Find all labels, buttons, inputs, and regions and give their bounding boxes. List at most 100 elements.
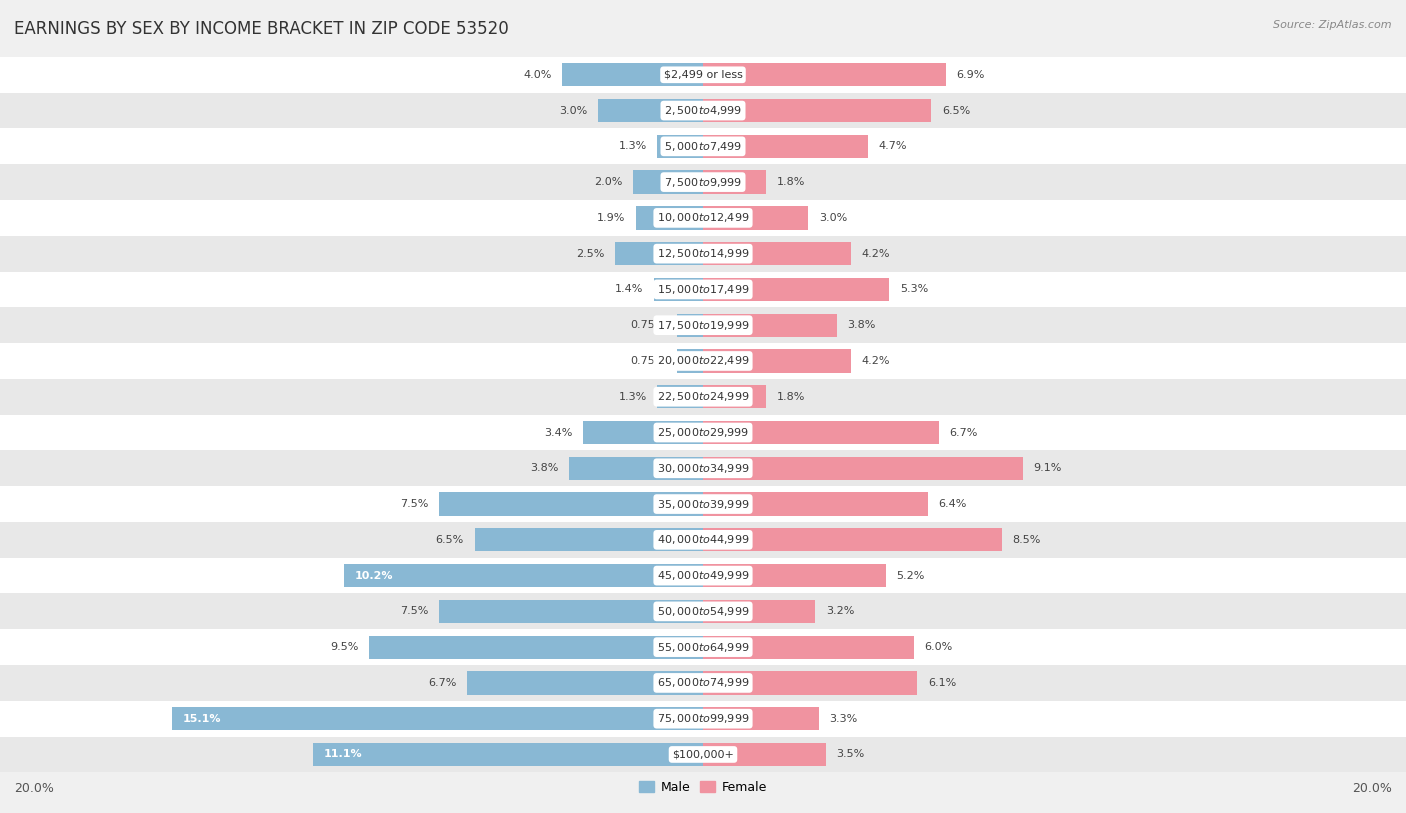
Bar <box>0 450 1406 486</box>
Text: 1.4%: 1.4% <box>614 285 644 294</box>
Text: 3.0%: 3.0% <box>818 213 848 223</box>
Bar <box>0 57 1406 93</box>
Bar <box>703 457 1024 480</box>
Text: $55,000 to $64,999: $55,000 to $64,999 <box>657 641 749 654</box>
Text: 0.75%: 0.75% <box>631 356 666 366</box>
Bar <box>703 314 837 337</box>
Text: 7.5%: 7.5% <box>401 606 429 616</box>
Text: 3.8%: 3.8% <box>530 463 560 473</box>
Bar <box>569 457 703 480</box>
Text: 5.3%: 5.3% <box>900 285 928 294</box>
Bar <box>598 99 703 122</box>
Text: 1.3%: 1.3% <box>619 141 647 151</box>
Bar <box>0 665 1406 701</box>
Bar <box>173 707 703 730</box>
Text: 6.7%: 6.7% <box>949 428 977 437</box>
Bar <box>0 737 1406 772</box>
Bar <box>703 600 815 623</box>
Bar <box>616 242 703 265</box>
Bar <box>703 99 932 122</box>
Bar <box>703 207 808 229</box>
Text: $10,000 to $12,499: $10,000 to $12,499 <box>657 211 749 224</box>
Bar <box>703 421 939 444</box>
Bar <box>703 564 886 587</box>
Text: 6.9%: 6.9% <box>956 70 984 80</box>
Text: 4.0%: 4.0% <box>523 70 551 80</box>
Text: 4.2%: 4.2% <box>860 356 890 366</box>
Text: 4.2%: 4.2% <box>860 249 890 259</box>
Text: 6.5%: 6.5% <box>436 535 464 545</box>
Bar <box>0 164 1406 200</box>
Text: 9.1%: 9.1% <box>1033 463 1062 473</box>
Bar <box>467 672 703 694</box>
Text: 3.2%: 3.2% <box>827 606 855 616</box>
Text: 2.5%: 2.5% <box>576 249 605 259</box>
Bar <box>314 743 703 766</box>
Bar <box>368 636 703 659</box>
Text: $5,000 to $7,499: $5,000 to $7,499 <box>664 140 742 153</box>
Bar <box>0 128 1406 164</box>
Bar <box>439 493 703 515</box>
Bar <box>0 629 1406 665</box>
Text: $40,000 to $44,999: $40,000 to $44,999 <box>657 533 749 546</box>
Bar <box>654 278 703 301</box>
Bar <box>0 307 1406 343</box>
Bar <box>703 493 928 515</box>
Text: 6.1%: 6.1% <box>928 678 956 688</box>
Text: 15.1%: 15.1% <box>183 714 221 724</box>
Text: 6.4%: 6.4% <box>939 499 967 509</box>
Text: $7,500 to $9,999: $7,500 to $9,999 <box>664 176 742 189</box>
Text: Source: ZipAtlas.com: Source: ZipAtlas.com <box>1274 20 1392 30</box>
Bar <box>657 135 703 158</box>
Bar <box>676 350 703 372</box>
Bar <box>0 343 1406 379</box>
Bar <box>703 278 889 301</box>
Bar <box>703 171 766 193</box>
Text: 3.5%: 3.5% <box>837 750 865 759</box>
Bar <box>0 272 1406 307</box>
Text: $45,000 to $49,999: $45,000 to $49,999 <box>657 569 749 582</box>
Bar <box>583 421 703 444</box>
Bar <box>562 63 703 86</box>
Text: 1.8%: 1.8% <box>778 392 806 402</box>
Text: $2,500 to $4,999: $2,500 to $4,999 <box>664 104 742 117</box>
Bar <box>657 385 703 408</box>
Bar <box>0 701 1406 737</box>
Text: $22,500 to $24,999: $22,500 to $24,999 <box>657 390 749 403</box>
Bar <box>637 207 703 229</box>
Text: $20,000 to $22,499: $20,000 to $22,499 <box>657 354 749 367</box>
Text: 11.1%: 11.1% <box>323 750 361 759</box>
Text: $100,000+: $100,000+ <box>672 750 734 759</box>
Bar <box>703 385 766 408</box>
Text: 7.5%: 7.5% <box>401 499 429 509</box>
Text: 20.0%: 20.0% <box>1353 782 1392 795</box>
Legend: Male, Female: Male, Female <box>634 776 772 798</box>
Bar <box>703 528 1001 551</box>
Text: $35,000 to $39,999: $35,000 to $39,999 <box>657 498 749 511</box>
Bar <box>0 522 1406 558</box>
Text: 10.2%: 10.2% <box>356 571 394 580</box>
Text: $15,000 to $17,499: $15,000 to $17,499 <box>657 283 749 296</box>
Text: 1.3%: 1.3% <box>619 392 647 402</box>
Text: 4.7%: 4.7% <box>879 141 907 151</box>
Text: 2.0%: 2.0% <box>593 177 621 187</box>
Bar <box>676 314 703 337</box>
Bar <box>0 593 1406 629</box>
Text: 6.0%: 6.0% <box>925 642 953 652</box>
Text: 20.0%: 20.0% <box>14 782 53 795</box>
Bar <box>703 707 818 730</box>
Text: $25,000 to $29,999: $25,000 to $29,999 <box>657 426 749 439</box>
Bar <box>475 528 703 551</box>
Bar <box>0 93 1406 128</box>
Text: 1.8%: 1.8% <box>778 177 806 187</box>
Text: $17,500 to $19,999: $17,500 to $19,999 <box>657 319 749 332</box>
Bar <box>703 135 869 158</box>
Bar <box>703 350 851 372</box>
Text: 1.9%: 1.9% <box>598 213 626 223</box>
Text: 9.5%: 9.5% <box>330 642 359 652</box>
Text: $2,499 or less: $2,499 or less <box>664 70 742 80</box>
Text: 6.7%: 6.7% <box>429 678 457 688</box>
Bar <box>0 200 1406 236</box>
Bar <box>0 236 1406 272</box>
Bar <box>0 558 1406 593</box>
